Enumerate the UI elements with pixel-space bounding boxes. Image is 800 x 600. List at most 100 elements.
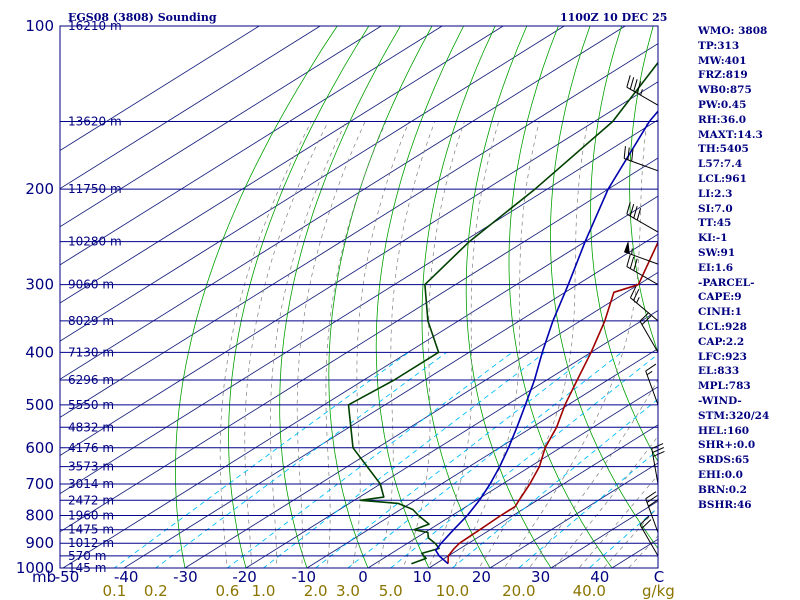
sounding-index: -PARCEL- (698, 276, 755, 289)
mixing-ratio-tick-label: 0.1 (102, 582, 126, 600)
isotherm-line (60, 157, 658, 533)
isotherm-line (306, 348, 658, 568)
sounding-index: KI:-1 (698, 232, 728, 245)
pressure-tick-label: 500 (25, 396, 54, 414)
mixing-ratio-line (389, 353, 658, 568)
wind-barb (626, 254, 659, 286)
height-label: 4176 m (68, 441, 114, 455)
sounding-index: LCL:928 (698, 320, 747, 333)
pressure-tick-label: 600 (25, 439, 54, 457)
mixing-ratio-lines (113, 351, 658, 568)
height-label: 1475 m (68, 523, 114, 537)
isotherm-line (60, 26, 626, 380)
wind-barb (639, 515, 659, 557)
wind-barb (624, 240, 659, 265)
mixing-ratio-line (113, 351, 409, 568)
sounding-index: CAP:2.2 (698, 335, 745, 348)
wind-barb (623, 146, 659, 172)
moist-adiabat-line (402, 121, 465, 568)
isobar-lines (60, 25, 658, 569)
temperature-tick-label: 20 (472, 568, 491, 586)
sounding-index: SW:91 (698, 246, 736, 259)
wind-barb (639, 312, 659, 353)
pressure-axis-labels: 100 200 300 400 500 600 700 800 900 1000 (16, 17, 54, 577)
sounding-index: MW:401 (698, 54, 747, 67)
wind-barb (645, 363, 659, 406)
dry-adiabat-line (175, 26, 338, 568)
dry-adiabat-line (629, 26, 658, 354)
temperature-tick-label: 0 (358, 568, 368, 586)
pressure-tick-label: 300 (25, 276, 54, 294)
isotherm-line (184, 271, 658, 568)
temperature-tick-label: 10 (413, 568, 432, 586)
sounding-index: LFC:923 (698, 350, 747, 363)
height-label: 4832 m (68, 420, 114, 434)
sounding-index: TP:313 (698, 39, 740, 52)
moist-adiabat-line (478, 121, 589, 568)
sounding-index: FRZ:819 (698, 69, 748, 82)
pressure-tick-label: 700 (25, 475, 54, 493)
sounding-index: SI:7.0 (698, 202, 733, 215)
chart-title: EGS08 (3808) Sounding (68, 11, 217, 24)
height-label: 570 m (68, 549, 106, 563)
mixing-ratio-tick-label: 1.0 (252, 582, 276, 600)
wind-barbs (623, 75, 665, 557)
sounding-index: WB0:875 (698, 84, 752, 97)
height-label: 2472 m (68, 493, 114, 507)
dry-adiabat-line (590, 26, 658, 463)
height-label: 6296 m (68, 373, 114, 387)
mixing-ratio-tick-label: 40.0 (573, 582, 606, 600)
height-label: 1012 m (68, 536, 114, 550)
height-label: 3014 m (68, 477, 114, 491)
mixing-ratio-line (518, 449, 658, 568)
mixing-ratio-tick-label: 10.0 (436, 582, 469, 600)
sounding-index: -WIND- (698, 394, 742, 407)
isotherm-line (367, 386, 658, 568)
isotherm-line (60, 26, 260, 152)
temperature-profile (447, 240, 658, 564)
sounding-index: EHI:0.0 (698, 468, 743, 481)
isotherm-line (60, 26, 382, 228)
dry-adiabat-line (550, 26, 658, 550)
sounding-index: RH:36.0 (698, 113, 747, 126)
height-label: 5550 m (68, 398, 114, 412)
moist-adiabat-line (269, 121, 347, 568)
sounding-index: STM:320/24 (698, 409, 770, 422)
sounding-index: HEL:160 (698, 424, 750, 437)
height-label: 16210 m (68, 19, 122, 33)
pressure-tick-label: 1000 (16, 559, 54, 577)
mixing-ratio-tick-label: 2.0 (304, 582, 328, 600)
height-labels: 16210 m 13620 m 11750 m 10280 m 9060 m 8029 m… (68, 19, 122, 575)
sounding-index: LCL:961 (698, 172, 747, 185)
isotherm-line (60, 26, 443, 266)
sounding-index: TH:5405 (698, 143, 749, 156)
dry-adiabat-line (465, 26, 552, 568)
moist-adiabat-line (351, 121, 410, 568)
mixing-ratio-axis-labels: 0.1 0.2 0.6 1.0 2.0 3.0 5.0 10.0 20.0 40.0 (102, 582, 606, 600)
plot-frame (59, 25, 659, 569)
sounding-profiles (347, 61, 658, 565)
dry-adiabat-line (421, 26, 496, 568)
pressure-tick-label: 400 (25, 343, 54, 361)
height-label: 11750 m (68, 182, 122, 196)
dry-adiabat-line (508, 26, 613, 568)
wind-barb (626, 75, 659, 106)
pressure-unit-label: mb (32, 568, 56, 586)
isotherm-line (60, 26, 565, 342)
mixing-ratio-unit-label: g/kg (642, 582, 675, 600)
mixing-ratio-line (155, 351, 447, 568)
wind-barb (645, 491, 659, 533)
sounding-index: PW:0.45 (698, 98, 747, 111)
pressure-tick-label: 200 (25, 180, 54, 198)
dry-adiabat-line (279, 26, 401, 568)
height-label: 3573 m (68, 460, 114, 474)
mixing-ratio-tick-label: 0.6 (215, 582, 239, 600)
sounding-index: EL:833 (698, 365, 740, 378)
mixing-ratio-line (226, 351, 513, 568)
isotherm-line (123, 233, 658, 568)
isotherm-line (60, 26, 504, 304)
temperature-axis-labels: -50 -40 -30 -20 -10 0 10 20 30 40 C (55, 568, 664, 586)
sounding-index: WMO: 3808 (698, 25, 768, 37)
height-label: 13620 m (68, 114, 122, 128)
mixing-ratio-line (314, 351, 593, 568)
